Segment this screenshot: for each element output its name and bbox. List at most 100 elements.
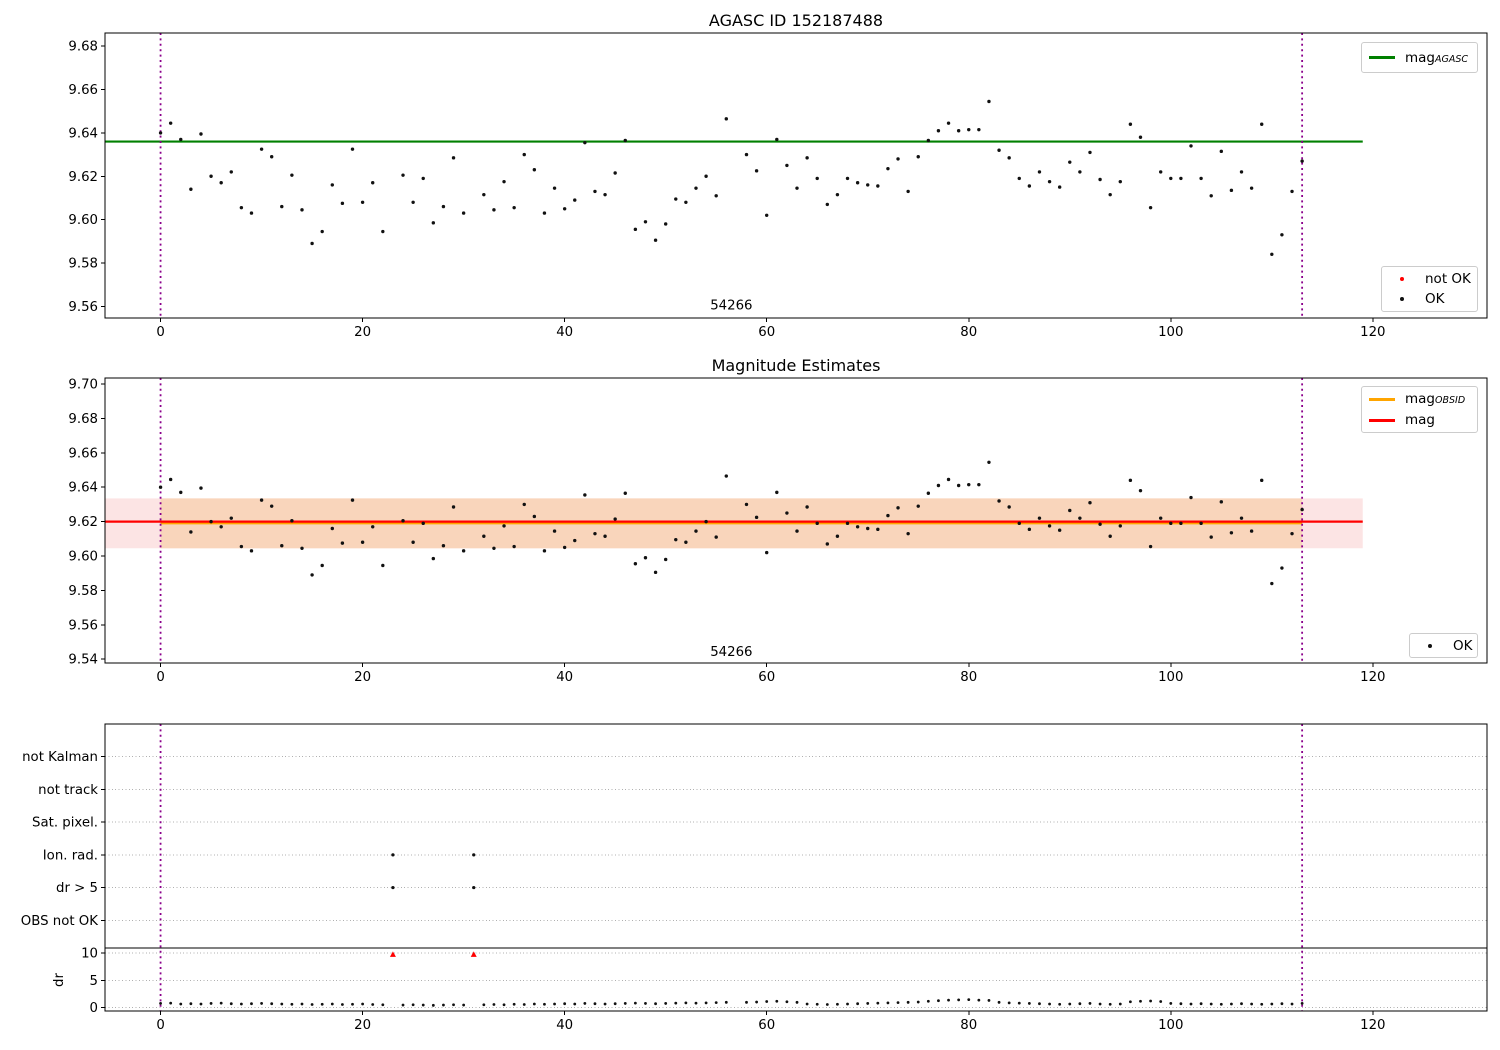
data-point — [967, 998, 971, 1002]
data-point — [562, 207, 567, 211]
data-point — [179, 490, 183, 495]
data-point — [340, 201, 345, 206]
axes-frame: 0 20 40 60 80 100 120 9.56 9.58 9.60 9.62 9.64 9.66 9… — [68, 32, 1488, 340]
x-tick-label: 20 — [354, 1018, 371, 1033]
legend-ok: OK — [1409, 633, 1478, 658]
data-point — [795, 529, 799, 533]
data-point — [522, 152, 526, 157]
data-point — [876, 184, 880, 188]
data-point — [1118, 524, 1122, 528]
y-tick-label: 0 — [90, 1001, 98, 1016]
data-point — [158, 485, 163, 489]
data-point — [886, 513, 890, 518]
data-point — [532, 168, 537, 172]
data-point — [775, 490, 779, 495]
x-tick-label: 60 — [758, 325, 775, 340]
mag-line-swatch — [1369, 418, 1395, 422]
data-point — [936, 129, 941, 133]
data-point — [199, 486, 203, 490]
data-point — [1199, 521, 1203, 526]
data-point — [1149, 999, 1152, 1003]
data-point — [1057, 185, 1062, 189]
data-point — [1249, 529, 1254, 533]
data-point — [775, 999, 779, 1003]
data-point — [1148, 544, 1153, 549]
data-point — [441, 543, 446, 548]
data-point — [845, 176, 850, 181]
data-point — [159, 1002, 162, 1005]
y-tick-label: 9.62 — [68, 170, 98, 185]
dr-ok-points — [159, 998, 1304, 1007]
data-point — [1239, 516, 1244, 520]
data-point — [643, 556, 648, 560]
data-point — [1290, 531, 1294, 536]
obsid-annotation: 54266 — [710, 645, 752, 660]
data-point — [644, 1002, 647, 1005]
data-point — [381, 563, 385, 568]
data-point — [360, 200, 365, 204]
data-point — [926, 491, 931, 495]
data-point — [765, 550, 769, 555]
y-tick-label: not Kalman — [22, 750, 98, 765]
data-point — [1169, 1002, 1173, 1005]
data-point — [1148, 205, 1153, 210]
dr-axis-label: dr — [52, 973, 67, 987]
data-point — [179, 137, 183, 142]
data-point — [290, 1002, 294, 1006]
data-point — [876, 527, 880, 532]
mid-plot-title: Magnitude Estimates — [711, 356, 881, 375]
data-point — [360, 540, 365, 544]
data-point — [1260, 478, 1264, 483]
data-point — [1017, 176, 1021, 181]
data-point — [482, 1003, 486, 1007]
data-point — [623, 1002, 627, 1005]
x-tick-label: 20 — [354, 670, 371, 685]
agasc-line-swatch — [1369, 56, 1395, 59]
data-point — [1088, 150, 1092, 155]
data-point — [219, 525, 223, 529]
data-point — [330, 183, 335, 187]
obsid-range-vlines — [159, 33, 1304, 318]
y-tick-label: 9.58 — [68, 256, 98, 271]
ok-marker-swatch — [1428, 643, 1432, 648]
data-point — [310, 573, 314, 577]
data-point — [1128, 122, 1133, 126]
data-point — [603, 192, 607, 197]
data-point — [260, 1002, 263, 1005]
data-point — [916, 1000, 920, 1004]
x-tick-label: 0 — [156, 1018, 164, 1033]
data-point — [310, 1003, 314, 1006]
data-point — [341, 1003, 344, 1006]
data-point — [795, 1000, 799, 1004]
data-point — [805, 1002, 809, 1006]
y-tick-label: 9.56 — [68, 300, 98, 315]
data-point — [1118, 1002, 1122, 1006]
data-point — [613, 1002, 617, 1006]
data-point — [663, 222, 668, 226]
legend-mag-obsid: magOBSID mag — [1361, 386, 1478, 433]
data-point — [825, 1003, 829, 1006]
data-point — [754, 515, 759, 520]
data-point — [836, 1002, 839, 1006]
legend-row: mag — [1369, 411, 1470, 429]
data-point — [977, 482, 981, 487]
data-point — [906, 1000, 910, 1004]
data-point — [694, 1001, 698, 1005]
flag-point — [472, 853, 476, 857]
data-point — [532, 1002, 536, 1006]
data-point — [704, 1001, 708, 1005]
data-point — [250, 1002, 253, 1006]
data-point — [1250, 1002, 1254, 1006]
legend-row: magAGASC — [1369, 48, 1470, 67]
x-tick-label: 20 — [354, 325, 371, 340]
x-tick-label: 100 — [1158, 1018, 1183, 1033]
x-tick-label: 80 — [960, 325, 977, 340]
data-point — [431, 1003, 435, 1007]
data-point — [1088, 500, 1092, 505]
data-point — [1048, 1002, 1051, 1006]
data-point — [785, 511, 789, 515]
y-tick-label: 9.64 — [68, 481, 98, 496]
flag-point — [391, 885, 395, 890]
data-point — [593, 531, 597, 536]
